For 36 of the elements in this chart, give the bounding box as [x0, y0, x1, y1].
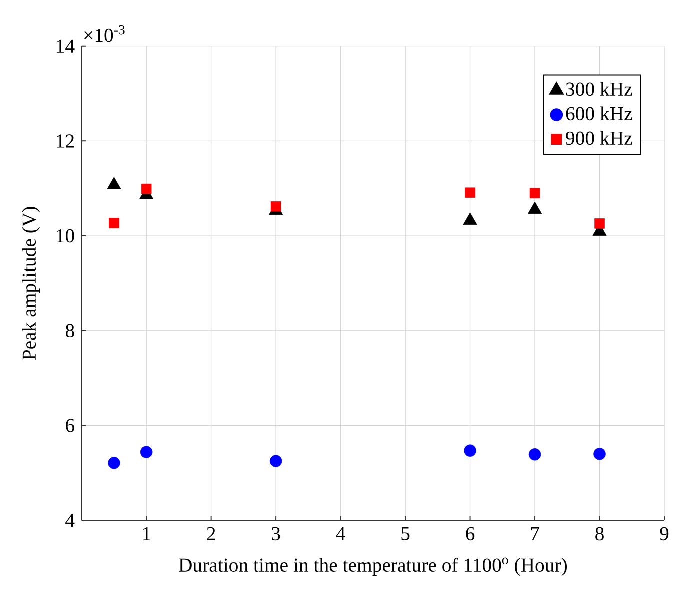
legend-label: 600 kHz: [566, 106, 632, 120]
y-tick-label: 12: [57, 134, 74, 148]
x-tick-label: 1: [143, 527, 150, 540]
point: [594, 218, 605, 229]
point: [528, 202, 542, 214]
legend-label: 300 kHz: [566, 82, 632, 96]
y-tick-label: 8: [66, 324, 74, 338]
point: [594, 448, 606, 460]
x-tick-label: 6: [466, 527, 475, 540]
point: [463, 212, 478, 225]
point: [107, 176, 122, 190]
y-tick-label: 4: [66, 514, 75, 527]
x-axis-title: Duration time in the temperature of 1100$^{o}$ (Hour): [179, 558, 568, 576]
point: [530, 188, 540, 198]
x-tick-label: 3: [272, 527, 280, 540]
x-tick-label: 2: [207, 527, 216, 540]
text: ×10$^{-3}$: [84, 25, 125, 42]
point: [270, 201, 282, 212]
y-tick-label: 14: [57, 40, 75, 53]
x-tick-label: 9: [660, 527, 669, 540]
y-tick-label: 10: [57, 229, 74, 242]
point: [108, 456, 120, 470]
point: [528, 448, 542, 461]
point: [141, 184, 152, 194]
y-axis-title: Peak amplitude (V): [22, 206, 40, 360]
point: [270, 454, 282, 468]
point: [464, 444, 476, 457]
x-tick-label: 7: [531, 527, 540, 540]
legend-label: 900 kHz: [566, 130, 632, 145]
point: [465, 188, 476, 198]
x-tick-label: 5: [402, 527, 410, 540]
point: [109, 218, 120, 228]
x-tick-label: 8: [596, 527, 604, 540]
point: [140, 446, 153, 458]
y-tick-label: 6: [66, 418, 74, 432]
x-tick-label: 4: [336, 527, 346, 540]
